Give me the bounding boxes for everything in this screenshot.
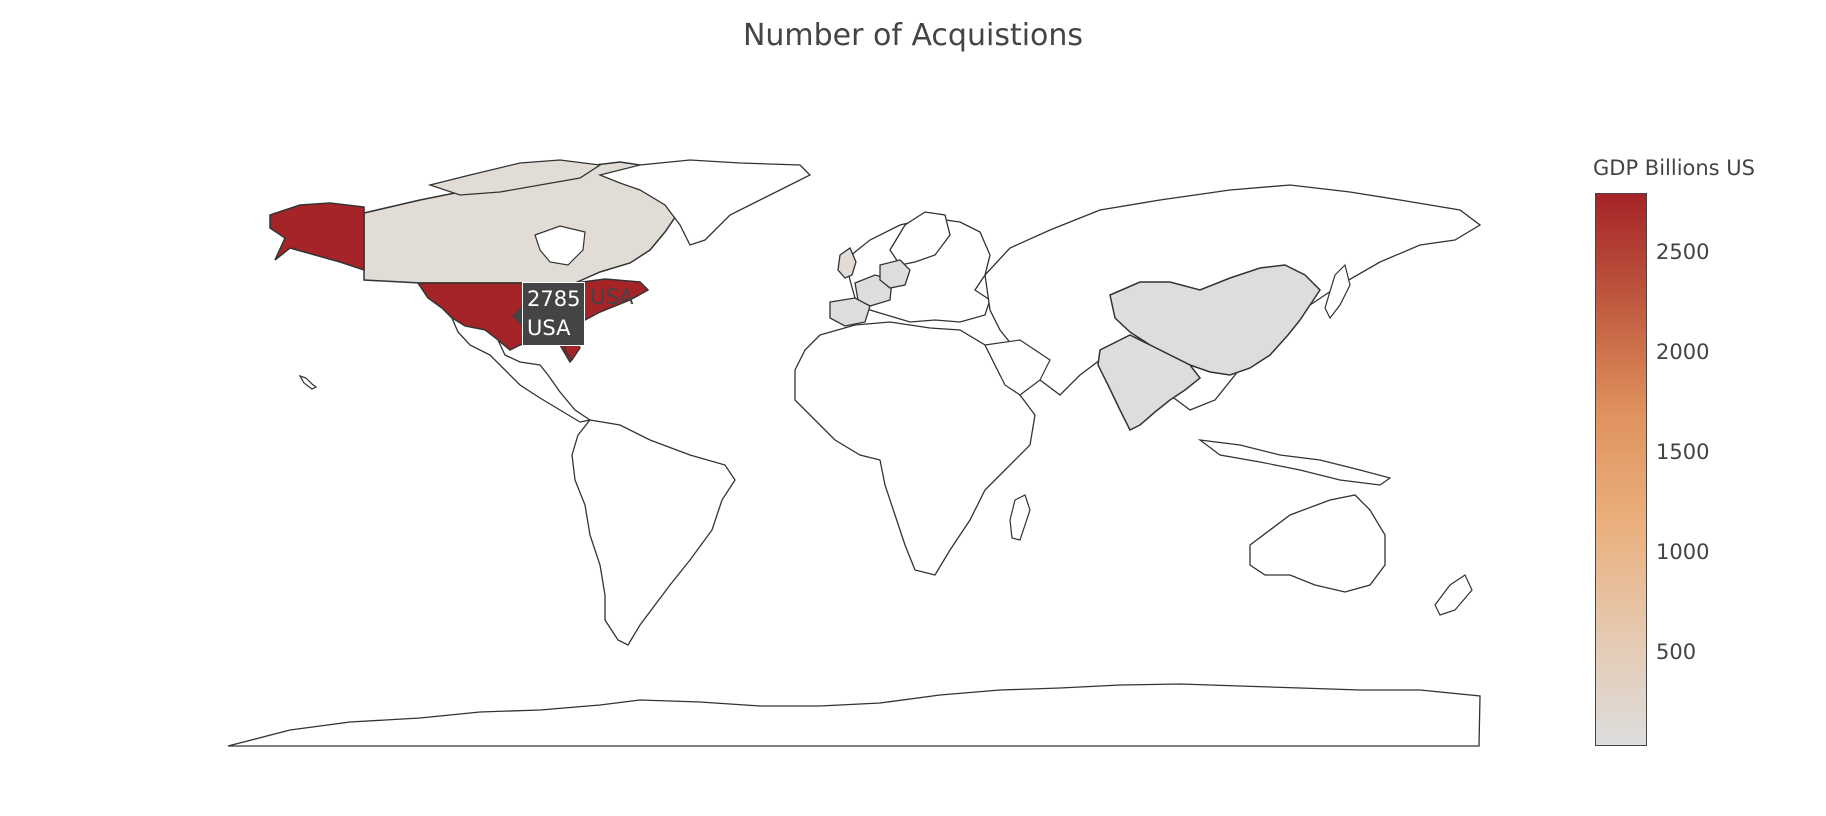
hover-trace-name: USA — [590, 285, 634, 309]
hudson-bay — [534, 225, 586, 266]
hawaii — [298, 374, 318, 390]
antarctica — [227, 683, 1481, 747]
canada-islands — [427, 159, 602, 196]
country-usa-alaska[interactable] — [269, 202, 365, 272]
scandinavia — [889, 211, 951, 266]
southeast-asia-islands — [1197, 439, 1392, 486]
colorbar-tick-2000: 2000 — [1656, 340, 1710, 364]
japan — [1324, 263, 1351, 320]
colorbar-tick-1000: 1000 — [1656, 540, 1710, 564]
continent-africa — [794, 321, 1036, 576]
greenland — [597, 159, 812, 246]
hover-tooltip: 2785 USA — [522, 282, 586, 346]
continent-south-america — [571, 419, 736, 646]
chart-title: Number of Acquistions — [742, 18, 1084, 53]
country-mexico — [450, 316, 592, 423]
arabian-peninsula — [984, 339, 1051, 396]
country-united-kingdom[interactable] — [837, 247, 857, 279]
madagascar — [1009, 494, 1031, 541]
country-germany[interactable] — [879, 259, 911, 289]
hover-tooltip-arrow — [512, 306, 522, 326]
hover-tooltip-location: USA — [527, 316, 571, 340]
continent-australia — [1249, 494, 1386, 593]
new-zealand — [1434, 574, 1473, 616]
country-spain[interactable] — [829, 297, 871, 327]
country-india[interactable] — [1097, 334, 1202, 432]
colorbar-title: GDP Billions US — [1593, 156, 1756, 180]
colorbar-tick-500: 500 — [1656, 640, 1697, 664]
colorbar-tick-1500: 1500 — [1656, 440, 1710, 464]
colorbar-tick-2500: 2500 — [1656, 240, 1710, 264]
hover-tooltip-value: 2785 — [527, 287, 581, 311]
colorbar-frame — [1595, 193, 1647, 746]
colorbar-gradient — [1596, 194, 1646, 745]
